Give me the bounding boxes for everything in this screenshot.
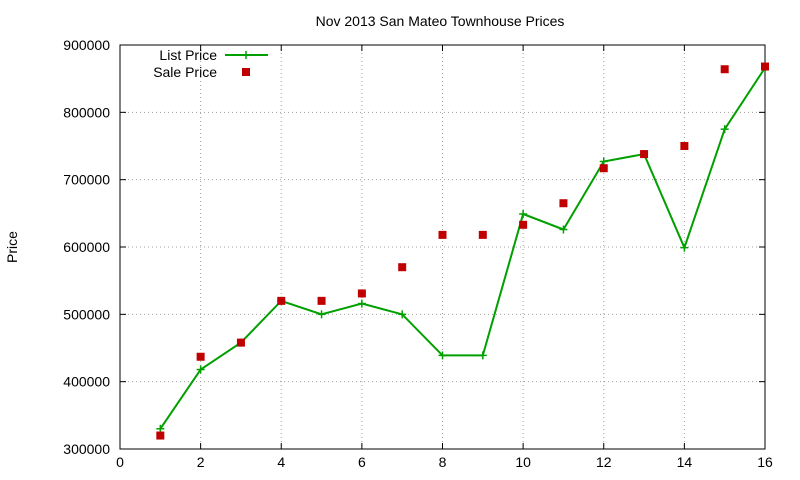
chart-title: Nov 2013 San Mateo Townhouse Prices: [316, 13, 565, 29]
y-tick-label: 700000: [63, 172, 110, 188]
sale-price-point: [277, 296, 286, 305]
list-price-point: [357, 299, 366, 308]
axes: 0 2 4 6 8 10 12 14 16 300000 400000 500000 600000 700…: [63, 37, 773, 470]
list-price-point: [438, 351, 447, 360]
sale-price-point: [680, 142, 689, 150]
sale-price-point: [599, 164, 608, 173]
sale-price-point: [478, 230, 487, 239]
x-tick-label: 16: [757, 454, 773, 470]
y-tick-label: 400000: [63, 374, 110, 390]
y-tick-label: 600000: [63, 239, 110, 255]
sale-price-point: [640, 150, 649, 159]
sale-price-point: [317, 296, 326, 305]
gridlines: [120, 45, 765, 449]
sale-price-point: [761, 62, 769, 71]
legend-label: List Price: [159, 47, 217, 63]
sale-price-point: [398, 263, 407, 272]
sale-price-point: [357, 289, 366, 298]
y-tick-label: 500000: [63, 306, 110, 322]
sale-price-point: [720, 65, 729, 74]
sale-price-point: [236, 338, 245, 347]
list-price-point: [478, 351, 487, 360]
sale-price-point: [438, 230, 447, 239]
x-tick-label: 14: [677, 454, 693, 470]
y-tick-label: 900000: [63, 37, 110, 53]
sale-price-point: [196, 352, 205, 361]
list-price-point: [196, 365, 205, 374]
list-price-point: [519, 210, 528, 219]
x-tick-label: 8: [439, 454, 447, 470]
data-series: [156, 62, 769, 440]
list-price-line: [159, 67, 766, 430]
list-price-point: [398, 310, 407, 319]
x-tick-label: 4: [277, 454, 285, 470]
list-price-point: [599, 157, 608, 166]
list-price-point: [559, 225, 568, 234]
list-price-point: [680, 243, 689, 252]
y-tick-label: 800000: [63, 104, 110, 120]
x-tick-label: 0: [116, 454, 124, 470]
x-tick-label: 12: [596, 454, 612, 470]
list-price-point: [720, 125, 729, 134]
x-tick-label: 6: [358, 454, 366, 470]
sale-price-point: [559, 199, 568, 208]
y-axis-label: Price: [4, 231, 20, 263]
x-tick-label: 2: [197, 454, 205, 470]
x-tick-label: 10: [515, 454, 531, 470]
list-price-point: [156, 424, 165, 433]
legend-label: Sale Price: [153, 64, 217, 80]
sale-price-point: [156, 431, 165, 440]
legend-square-sample: [242, 68, 250, 76]
list-price-point: [317, 310, 326, 319]
y-tick-label: 300000: [63, 441, 110, 457]
sale-price-point: [519, 220, 528, 229]
